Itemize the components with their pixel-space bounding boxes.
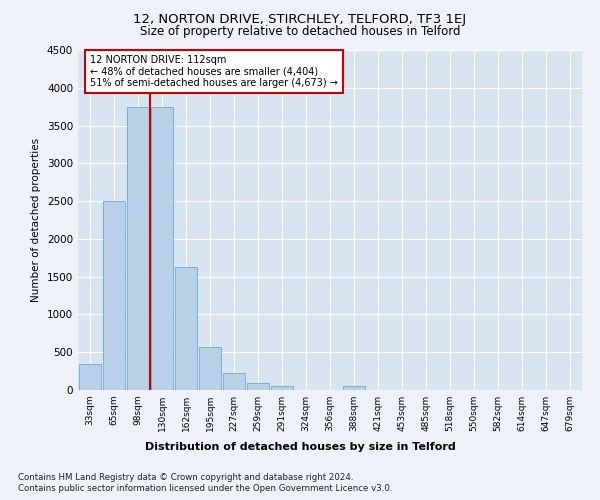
Text: Distribution of detached houses by size in Telford: Distribution of detached houses by size … [145,442,455,452]
Bar [271,386,293,390]
Bar [103,201,125,390]
Text: 12 NORTON DRIVE: 112sqm
← 48% of detached houses are smaller (4,404)
51% of semi: 12 NORTON DRIVE: 112sqm ← 48% of detache… [90,54,338,88]
Bar [247,383,269,390]
Bar [127,106,149,390]
Bar [175,267,197,390]
Bar [343,386,365,390]
Text: Contains HM Land Registry data © Crown copyright and database right 2024.: Contains HM Land Registry data © Crown c… [18,472,353,482]
Bar [151,106,173,390]
Y-axis label: Number of detached properties: Number of detached properties [31,138,41,302]
Text: Size of property relative to detached houses in Telford: Size of property relative to detached ho… [140,25,460,38]
Text: 12, NORTON DRIVE, STIRCHLEY, TELFORD, TF3 1EJ: 12, NORTON DRIVE, STIRCHLEY, TELFORD, TF… [133,12,467,26]
Bar [223,373,245,390]
Bar [79,364,101,390]
Bar [199,346,221,390]
Text: Contains public sector information licensed under the Open Government Licence v3: Contains public sector information licen… [18,484,392,493]
